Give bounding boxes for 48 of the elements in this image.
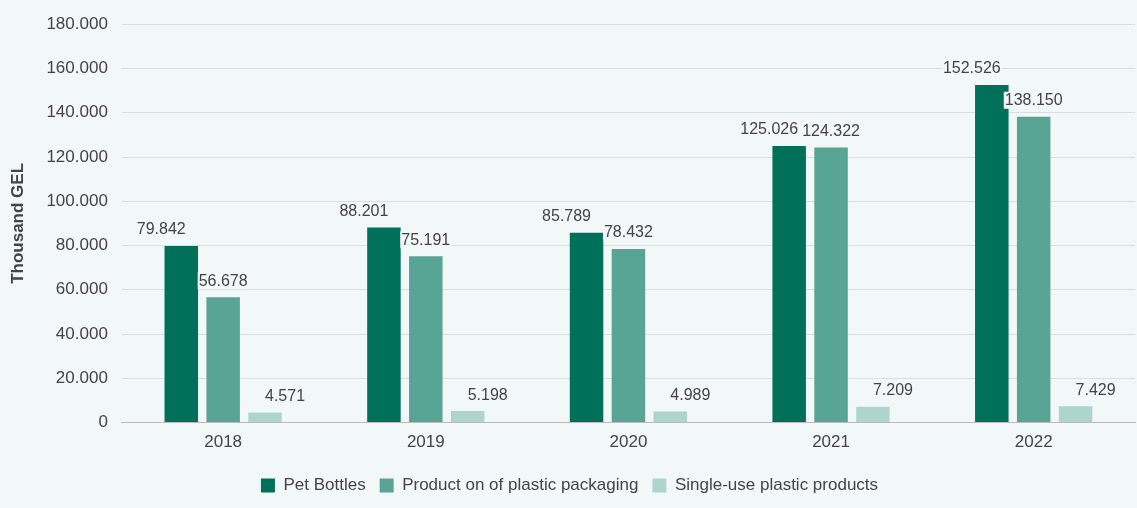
x-tick-label: 2020 bbox=[609, 432, 648, 452]
bar bbox=[367, 227, 401, 423]
bar bbox=[206, 297, 240, 423]
y-tick-label: 140.000 bbox=[46, 102, 108, 122]
legend-label: Product on of plastic packaging bbox=[402, 475, 639, 495]
x-tick-label: 2018 bbox=[204, 432, 243, 452]
data-label: 152.526 bbox=[942, 59, 1001, 77]
y-tick-label: 40.000 bbox=[55, 323, 108, 343]
y-tick-label: 160.000 bbox=[46, 58, 108, 78]
data-label: 138.150 bbox=[1004, 91, 1063, 109]
y-tick-label: 100.000 bbox=[46, 190, 108, 210]
legend-label: Pet Bottles bbox=[283, 475, 366, 495]
bar bbox=[164, 245, 199, 423]
data-label: 7.209 bbox=[872, 381, 914, 399]
data-label: 4.989 bbox=[670, 385, 711, 403]
bar bbox=[856, 406, 890, 423]
x-tick-label: 2019 bbox=[406, 432, 445, 452]
bar bbox=[569, 232, 604, 423]
data-label: 56.678 bbox=[198, 271, 248, 289]
y-tick-label: 20.000 bbox=[55, 368, 108, 388]
data-label: 85.789 bbox=[542, 207, 592, 225]
x-tick-label: 2022 bbox=[1014, 432, 1053, 452]
y-tick-label: 80.000 bbox=[55, 235, 108, 255]
data-label: 124.322 bbox=[802, 121, 861, 139]
y-tick-label: 120.000 bbox=[46, 146, 108, 166]
bar bbox=[409, 256, 443, 423]
bar bbox=[611, 249, 646, 423]
x-tick-label: 2021 bbox=[812, 432, 850, 452]
data-label: 7.429 bbox=[1075, 380, 1116, 398]
legend-label: Single-use plastic products bbox=[674, 475, 879, 495]
data-label: 88.201 bbox=[339, 201, 389, 219]
bar bbox=[248, 412, 282, 423]
data-label: 79.842 bbox=[136, 220, 186, 238]
data-label: 5.198 bbox=[467, 385, 508, 403]
data-label: 125.026 bbox=[740, 120, 799, 138]
bar bbox=[653, 411, 688, 423]
y-axis-title: Thousand GEL bbox=[7, 162, 27, 284]
bar bbox=[814, 147, 848, 423]
bar bbox=[450, 411, 485, 423]
y-tick-label: 0 bbox=[98, 412, 108, 432]
data-label: 78.432 bbox=[603, 223, 653, 241]
data-label: 75.191 bbox=[401, 230, 451, 248]
y-tick-label: 60.000 bbox=[55, 279, 108, 299]
data-label: 4.571 bbox=[265, 386, 306, 404]
bar bbox=[772, 145, 806, 423]
y-tick-label: 180.000 bbox=[46, 13, 108, 33]
bar bbox=[1058, 406, 1093, 423]
bar bbox=[1016, 116, 1051, 423]
